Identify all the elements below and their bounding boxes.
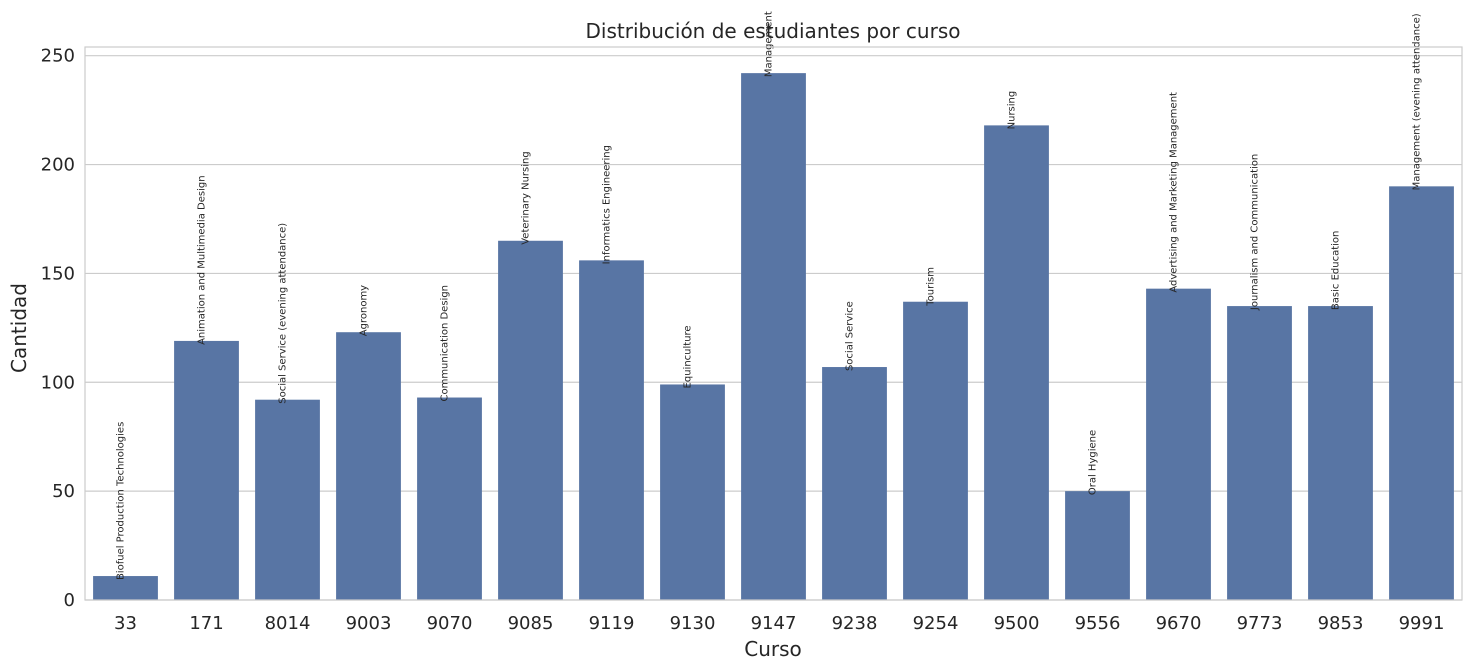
bars bbox=[93, 73, 1454, 601]
y-tick-label: 50 bbox=[52, 481, 75, 502]
y-tick-label: 200 bbox=[41, 155, 75, 176]
bar-9147 bbox=[741, 73, 806, 601]
x-tick-label: 9254 bbox=[913, 613, 959, 634]
x-tick-label: 9003 bbox=[346, 613, 392, 634]
bar-9254 bbox=[903, 301, 968, 600]
bar-label: Tourism bbox=[926, 267, 937, 307]
x-tick-label: 9238 bbox=[832, 613, 878, 634]
x-axis-title: Curso bbox=[744, 637, 802, 661]
bar-9773 bbox=[1227, 306, 1292, 600]
y-tick-label: 100 bbox=[41, 372, 75, 393]
bar-label: Social Service (evening attendance) bbox=[278, 223, 289, 404]
bar-label: Nursing bbox=[1007, 91, 1018, 130]
x-tick-label: 9070 bbox=[427, 613, 473, 634]
bar-8014 bbox=[255, 399, 320, 600]
x-tick-label: 8014 bbox=[265, 613, 311, 634]
y-tick-label: 250 bbox=[41, 46, 75, 67]
y-tick-labels: 0 50 100 150 200 250 bbox=[41, 46, 75, 611]
bar-label: Social Service bbox=[845, 301, 856, 371]
bar-label: Informatics Engineering bbox=[602, 145, 613, 264]
bar-label: Advertising and Marketing Management bbox=[1169, 92, 1180, 293]
bar-9853 bbox=[1308, 306, 1373, 600]
x-tick-label: 9670 bbox=[1156, 613, 1202, 634]
x-tick-label: 9119 bbox=[589, 613, 635, 634]
x-tick-label: 9853 bbox=[1318, 613, 1364, 634]
y-tick-label: 0 bbox=[64, 590, 75, 611]
bar-label: Veterinary Nursing bbox=[521, 151, 532, 244]
x-tick-label: 9500 bbox=[994, 613, 1040, 634]
bar-labels: Biofuel Production Technologies Animation… bbox=[116, 11, 1423, 580]
bar-label: Journalism and Communication bbox=[1250, 154, 1261, 311]
bar-label: Basic Education bbox=[1331, 231, 1342, 310]
x-tick-label: 9147 bbox=[751, 613, 797, 634]
bar-9556 bbox=[1065, 491, 1130, 600]
bar-9070 bbox=[417, 397, 482, 600]
y-tick-label: 150 bbox=[41, 263, 75, 284]
x-tick-label: 9773 bbox=[1237, 613, 1283, 634]
bar-label: Management (evening attendance) bbox=[1412, 13, 1423, 190]
bar-33 bbox=[93, 576, 158, 600]
plot-frame bbox=[84, 46, 1463, 601]
bar-9500 bbox=[984, 125, 1049, 600]
x-tick-label: 33 bbox=[114, 613, 137, 634]
x-tick-labels: 33 171 8014 9003 9070 9085 9119 9130 9147 9238 925… bbox=[114, 613, 1444, 634]
bar-9003 bbox=[336, 332, 401, 600]
bar-label: Management bbox=[764, 11, 775, 77]
x-tick-label: 9991 bbox=[1399, 613, 1445, 634]
chart-title: Distribución de estudiantes por curso bbox=[586, 19, 961, 43]
bar-label: Communication Design bbox=[440, 285, 451, 402]
bar-9119 bbox=[579, 260, 644, 600]
bar-9238 bbox=[822, 367, 887, 600]
bar-label: Animation and Multimedia Design bbox=[197, 175, 208, 344]
bar-9670 bbox=[1146, 288, 1211, 600]
bar-label: Biofuel Production Technologies bbox=[116, 422, 127, 580]
x-tick-label: 171 bbox=[189, 613, 223, 634]
bar-9085 bbox=[498, 240, 563, 601]
x-tick-label: 9556 bbox=[1075, 613, 1121, 634]
x-tick-label: 9130 bbox=[670, 613, 716, 634]
bar-9991 bbox=[1389, 186, 1454, 601]
x-tick-label: 9085 bbox=[508, 613, 554, 634]
bar-label: Agronomy bbox=[359, 285, 370, 336]
bar-9130 bbox=[660, 384, 725, 600]
bar-label: Equinculture bbox=[683, 325, 694, 388]
bar-171 bbox=[174, 340, 239, 600]
y-axis-title: Cantidad bbox=[7, 283, 31, 373]
bar-label: Oral Hygiene bbox=[1088, 430, 1099, 495]
